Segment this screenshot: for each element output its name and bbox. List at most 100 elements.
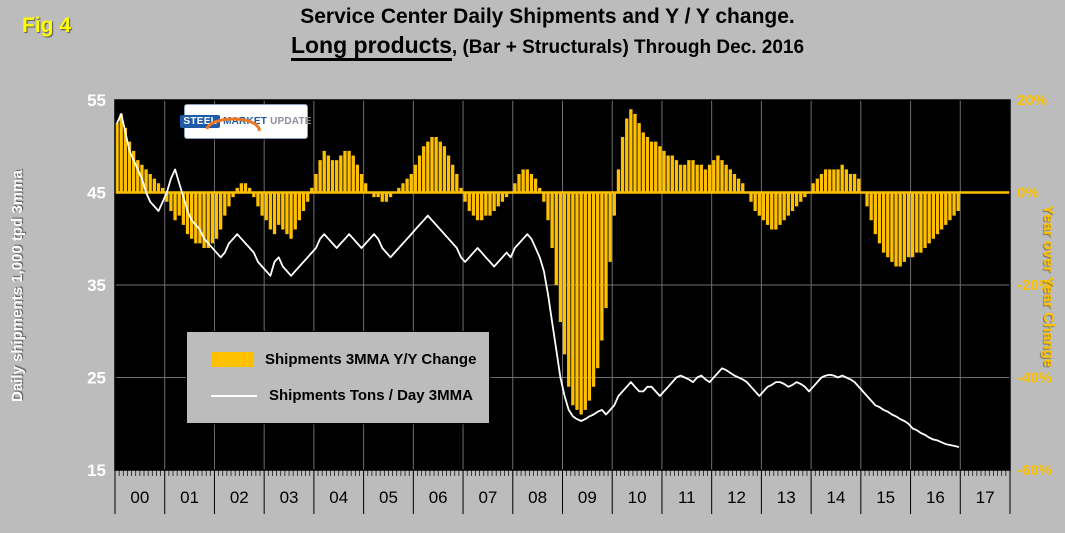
yoy-change-bar xyxy=(148,174,152,193)
yoy-change-bar xyxy=(314,174,318,193)
yoy-change-bar xyxy=(538,187,542,193)
yoy-change-bar xyxy=(326,155,331,193)
yoy-change-bar xyxy=(542,192,546,202)
yoy-change-bar xyxy=(695,164,699,193)
yoy-change-bar xyxy=(736,178,741,193)
yoy-change-bar xyxy=(852,174,857,193)
yoy-change-bar xyxy=(281,192,285,230)
yoy-change-bar xyxy=(131,150,136,193)
yoy-change-bar xyxy=(666,155,670,193)
yoy-change-bar xyxy=(434,137,438,193)
legend-item-bars: Shipments 3MMA Y/Y Change xyxy=(187,351,489,368)
yoy-change-bar xyxy=(604,192,608,309)
yoy-change-bar xyxy=(741,183,745,193)
yoy-change-bar xyxy=(857,178,861,193)
yoy-change-bar xyxy=(620,137,625,193)
yoy-change-bar xyxy=(335,160,339,193)
yoy-change-bar xyxy=(165,192,169,202)
left-axis-tick-label: 35 xyxy=(87,276,106,295)
yoy-change-bar xyxy=(219,192,223,230)
yoy-change-bar xyxy=(720,160,724,193)
x-axis-year-label: 15 xyxy=(876,488,895,507)
yoy-change-bar xyxy=(297,192,302,221)
yoy-change-bar xyxy=(277,192,281,225)
yoy-change-bar xyxy=(525,169,529,193)
yoy-change-bar xyxy=(318,160,322,193)
yoy-change-bar xyxy=(649,141,654,193)
yoy-change-bar xyxy=(906,192,911,258)
yoy-change-bar xyxy=(177,192,181,216)
yoy-change-bar xyxy=(194,192,198,244)
yoy-change-bar xyxy=(583,192,587,410)
yoy-change-bar xyxy=(691,160,695,193)
yoy-change-bar xyxy=(364,183,368,193)
yoy-change-bar xyxy=(380,192,384,202)
yoy-change-bar xyxy=(136,160,140,193)
yoy-change-bar xyxy=(210,192,215,244)
yoy-change-bar xyxy=(699,164,703,193)
x-axis-year-label: 12 xyxy=(727,488,746,507)
yoy-change-bar xyxy=(873,192,877,235)
chart-title-emphasis: Long products xyxy=(290,32,452,61)
yoy-change-bar xyxy=(890,192,894,262)
yoy-change-bar xyxy=(567,192,571,387)
yoy-change-bar xyxy=(633,113,637,193)
steel-market-update-logo: STEEL MARKET UPDATE xyxy=(180,104,311,139)
yoy-change-bar xyxy=(550,192,554,248)
yoy-change-bar xyxy=(500,192,505,202)
yoy-change-bar xyxy=(815,178,819,193)
yoy-change-bar xyxy=(782,192,786,221)
yoy-change-bar xyxy=(488,192,492,216)
yoy-change-bar xyxy=(169,192,173,211)
yoy-change-bar xyxy=(923,192,927,248)
yoy-change-bar xyxy=(670,155,674,193)
yoy-change-bar xyxy=(799,192,803,202)
right-axis-tick-label: 0% xyxy=(1017,185,1039,202)
yoy-change-bar xyxy=(202,192,206,248)
right-axis-title: Year over Year Change xyxy=(1040,204,1057,368)
yoy-change-bar xyxy=(451,164,455,193)
yoy-change-bar xyxy=(645,137,650,193)
yoy-change-bar xyxy=(214,192,219,239)
left-axis-tick-label: 15 xyxy=(87,461,106,480)
right-axis-tick-label: -60% xyxy=(1017,462,1052,479)
yoy-change-bar xyxy=(426,141,430,193)
yoy-change-bar xyxy=(301,192,306,211)
legend-item-line: Shipments Tons / Day 3MMA xyxy=(187,387,489,404)
left-axis-title: Daily shipments 1,000 tpd 3mma xyxy=(9,170,26,402)
yoy-change-bar xyxy=(683,164,687,193)
yoy-change-bar xyxy=(185,192,190,235)
yoy-change-bar xyxy=(587,192,592,401)
yoy-change-bar xyxy=(886,192,890,258)
yoy-change-bar xyxy=(306,192,310,202)
left-axis-tick-label: 25 xyxy=(87,369,106,388)
yoy-change-bar xyxy=(504,192,509,198)
yoy-change-bar xyxy=(351,155,355,193)
yoy-change-bar xyxy=(596,192,600,369)
yoy-change-bar xyxy=(761,192,766,221)
yoy-change-bar xyxy=(115,123,119,193)
yoy-change-bar xyxy=(558,192,563,322)
yoy-change-bar xyxy=(712,160,716,193)
yoy-change-bar xyxy=(372,192,376,198)
yoy-change-bar xyxy=(591,192,596,387)
yoy-change-bar xyxy=(173,192,177,221)
yoy-change-bar xyxy=(446,155,451,193)
yoy-change-bar xyxy=(952,192,956,216)
yoy-change-bar xyxy=(869,192,873,221)
yoy-change-bar xyxy=(417,155,422,193)
x-axis-year-label: 00 xyxy=(130,488,149,507)
yoy-change-bar xyxy=(239,183,244,193)
yoy-change-bar xyxy=(848,174,853,193)
right-axis-tick-label: -20% xyxy=(1017,277,1052,294)
yoy-change-bar xyxy=(272,192,277,235)
yoy-change-bar xyxy=(877,192,882,244)
x-axis-year-label: 14 xyxy=(827,488,846,507)
yoy-change-bar xyxy=(384,192,389,202)
yoy-change-bar xyxy=(343,150,347,193)
yoy-change-bar xyxy=(716,155,720,193)
chart-title: Service Center Daily Shipments and Y / Y… xyxy=(30,5,1065,61)
yoy-change-bar xyxy=(231,192,235,198)
